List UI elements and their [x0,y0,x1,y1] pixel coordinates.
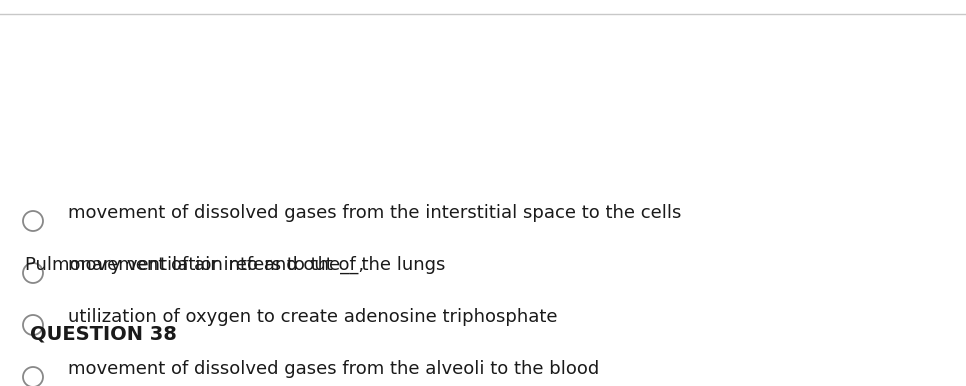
Text: movement of air into and out of the lungs: movement of air into and out of the lung… [68,256,445,274]
Text: movement of dissolved gases from the alveoli to the blood: movement of dissolved gases from the alv… [68,360,599,378]
Text: utilization of oxygen to create adenosine triphosphate: utilization of oxygen to create adenosin… [68,308,557,326]
Text: movement of dissolved gases from the interstitial space to the cells: movement of dissolved gases from the int… [68,204,681,222]
Text: QUESTION 38: QUESTION 38 [30,325,177,344]
Text: Pulmonary ventilation refers to the__,: Pulmonary ventilation refers to the__, [25,256,364,274]
